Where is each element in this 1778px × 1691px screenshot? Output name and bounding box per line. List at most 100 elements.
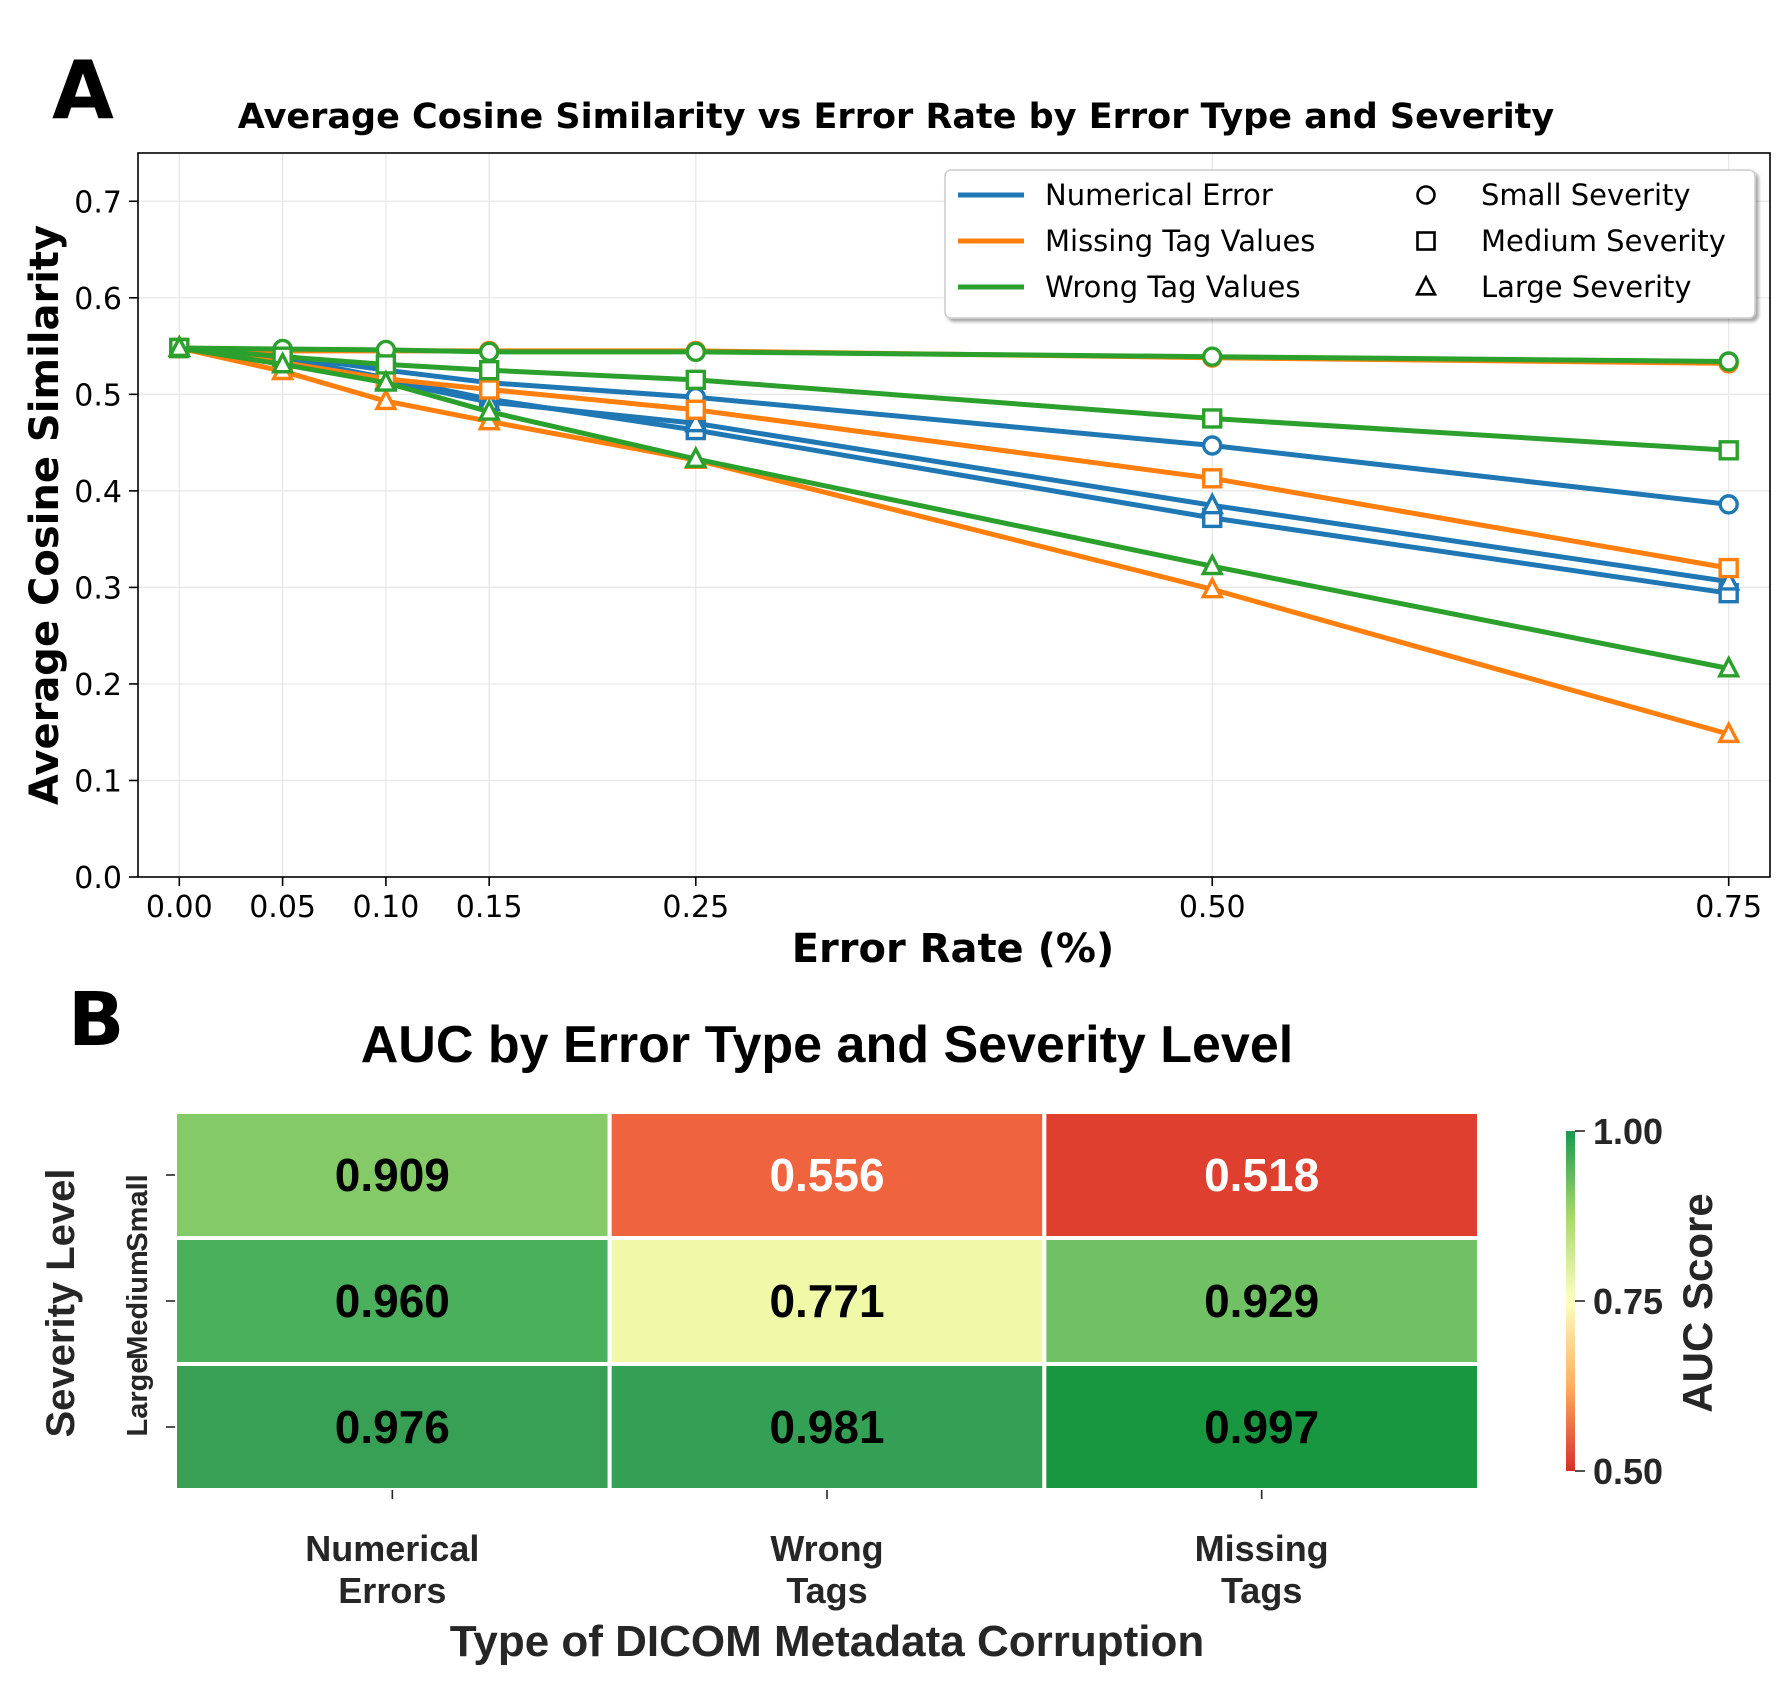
heatmap-value-label: 0.981 bbox=[769, 1401, 884, 1453]
panel-a: A Average Cosine Similarity vs Error Rat… bbox=[22, 44, 1771, 972]
y-tick-label: 0.6 bbox=[74, 282, 122, 317]
series-line bbox=[176, 345, 1732, 453]
column-label-line1: Numerical bbox=[305, 1528, 479, 1569]
heatmap-value-label: 0.771 bbox=[769, 1275, 884, 1327]
legend-label: Medium Severity bbox=[1481, 224, 1726, 258]
series-line bbox=[176, 345, 1732, 737]
data-point-triangle bbox=[1200, 552, 1224, 576]
legend-box bbox=[944, 169, 1756, 319]
series-line bbox=[176, 345, 1732, 571]
series-numerical-error-large bbox=[167, 334, 1741, 591]
heatmap-value-label: 0.997 bbox=[1204, 1401, 1319, 1453]
heatmap-value-label: 0.518 bbox=[1204, 1149, 1319, 1201]
heatmap-value-label: 0.960 bbox=[335, 1275, 450, 1327]
panel-b: B AUC by Error Type and Severity Level 0… bbox=[39, 977, 1721, 1666]
colorbar-label: AUC Score bbox=[1674, 1193, 1721, 1412]
panel-a-label: A bbox=[52, 44, 114, 137]
y-tick-label: 0.1 bbox=[74, 764, 122, 799]
colorbar-tick-label: 1.00 bbox=[1593, 1111, 1663, 1152]
data-point-triangle bbox=[167, 334, 192, 358]
y-tick-label: 0.2 bbox=[74, 668, 122, 703]
x-tick-label: 0.00 bbox=[146, 890, 213, 925]
series-line bbox=[176, 345, 1732, 364]
chart-a-title: Average Cosine Similarity vs Error Rate … bbox=[238, 97, 1555, 137]
colorbar-gradient bbox=[1566, 1131, 1575, 1471]
legend-marker-circle bbox=[1416, 185, 1436, 205]
data-point-triangle bbox=[477, 398, 501, 421]
panel-b-label: B bbox=[68, 977, 124, 1063]
data-point-square bbox=[478, 379, 500, 400]
y-tick-label: 0.7 bbox=[74, 185, 122, 220]
y-tick-label: 0.3 bbox=[74, 571, 122, 606]
x-tick-label: 0.05 bbox=[249, 890, 316, 925]
chart-b-title: AUC by Error Type and Severity Level bbox=[361, 1016, 1293, 1074]
x-tick-label: 0.15 bbox=[456, 890, 523, 925]
chart-a-y-axis: 0.0 0.1 0.2 0.3 0.4 0.5 0.6 0.7 bbox=[74, 185, 138, 896]
chart-b-ylabel: Severity Level bbox=[39, 1168, 83, 1437]
column-label-line2: Tags bbox=[1221, 1570, 1302, 1611]
data-point-square bbox=[1718, 440, 1739, 461]
legend-label: Numerical Error bbox=[1045, 178, 1273, 212]
x-tick-label: 0.25 bbox=[662, 890, 729, 925]
x-tick-label: 0.10 bbox=[353, 890, 420, 925]
legend-marker-triangle bbox=[1414, 274, 1438, 296]
data-point-square bbox=[685, 369, 706, 391]
data-point-circle bbox=[1202, 435, 1223, 456]
series-line bbox=[176, 345, 1732, 507]
colorbar: 0.50 0.75 1.00 AUC Score bbox=[1566, 1111, 1721, 1492]
chart-b-xlabel: Type of DICOM Metadata Corruption bbox=[450, 1617, 1205, 1666]
x-tick-label: 0.75 bbox=[1695, 890, 1762, 925]
y-tick-label: 0.5 bbox=[74, 378, 122, 413]
heatmap-cell bbox=[173, 1110, 612, 1240]
row-label: Small bbox=[122, 1174, 154, 1251]
colorbar-tick-label: 0.50 bbox=[1593, 1451, 1663, 1492]
chart-a-plot-frame bbox=[137, 152, 1771, 878]
series-line bbox=[176, 345, 1732, 671]
heatmap-cell bbox=[1042, 1236, 1482, 1366]
data-point-triangle bbox=[1200, 491, 1224, 515]
data-point-square bbox=[478, 360, 500, 381]
heatmap-value-label: 0.556 bbox=[769, 1149, 884, 1201]
data-point-circle bbox=[1718, 494, 1739, 515]
chart-a-legend: Numerical Error Missing Tag Values Wrong T… bbox=[944, 169, 1756, 319]
chart-a-ylabel: Average Cosine Similarity bbox=[22, 225, 68, 805]
heatmap-cell bbox=[607, 1362, 1047, 1492]
x-tick-label: 0.50 bbox=[1179, 890, 1246, 925]
column-label-line2: Tags bbox=[786, 1570, 867, 1611]
heatmap-value-label: 0.929 bbox=[1204, 1275, 1319, 1327]
heatmap-cells: 0.909 0.556 0.518 0.960 0.771 0.929 0.976 0.981… bbox=[173, 1110, 1482, 1492]
data-point-triangle bbox=[684, 409, 708, 433]
legend-label: Small Severity bbox=[1481, 178, 1691, 212]
y-tick-label: 0.4 bbox=[74, 475, 122, 510]
column-label-line2: Errors bbox=[338, 1570, 446, 1611]
legend-label: Large Severity bbox=[1481, 270, 1692, 304]
data-point-triangle bbox=[684, 445, 708, 469]
data-point-circle bbox=[1202, 346, 1223, 367]
colorbar-tick-label: 0.75 bbox=[1593, 1281, 1663, 1322]
heatmap-value-label: 0.976 bbox=[335, 1401, 450, 1453]
data-point-triangle bbox=[1716, 568, 1741, 591]
heatmap-cell bbox=[607, 1110, 1047, 1240]
legend-label: Missing Tag Values bbox=[1045, 224, 1315, 258]
chart-a-series bbox=[167, 334, 1741, 744]
data-point-circle bbox=[1718, 351, 1739, 372]
y-tick-label: 0.0 bbox=[74, 861, 122, 896]
data-point-circle bbox=[478, 341, 500, 363]
column-label-line1: Missing bbox=[1195, 1528, 1329, 1569]
data-point-triangle bbox=[1200, 575, 1224, 599]
row-label: Medium bbox=[122, 1250, 154, 1360]
data-point-circle bbox=[685, 341, 706, 363]
column-label-line1: Wrong bbox=[770, 1528, 883, 1569]
heatmap-cell bbox=[1042, 1362, 1482, 1492]
data-point-triangle bbox=[374, 387, 398, 411]
heatmap-cell bbox=[173, 1362, 612, 1492]
data-point-triangle bbox=[270, 350, 295, 374]
legend-label: Wrong Tag Values bbox=[1045, 270, 1300, 304]
legend-marker-square bbox=[1416, 231, 1436, 251]
data-point-square bbox=[685, 399, 706, 420]
chart-a-xlabel: Error Rate (%) bbox=[792, 926, 1115, 972]
heatmap-cell bbox=[607, 1236, 1047, 1366]
